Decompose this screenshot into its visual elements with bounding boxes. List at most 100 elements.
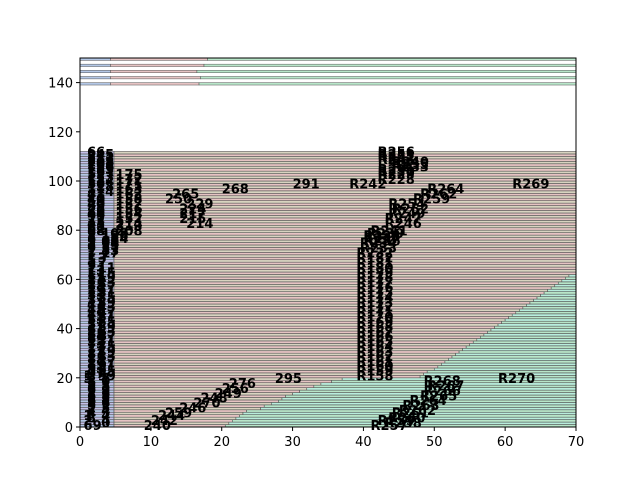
- bar-label: 3: [87, 387, 96, 402]
- bar-label: 108: [101, 227, 128, 242]
- bar-segment: [437, 365, 577, 369]
- bar-segment: [113, 301, 531, 305]
- bar-segment: [469, 343, 577, 347]
- bar-label: 1: [87, 286, 96, 301]
- bar-label: 1: [87, 335, 96, 350]
- bar-label: 212: [87, 151, 114, 166]
- bar-segment: [113, 303, 527, 307]
- bar-segment: [113, 387, 308, 391]
- bar-segment: [536, 296, 577, 300]
- bar-segment: [113, 161, 577, 165]
- bar-label: 0: [101, 416, 110, 431]
- bar-label: 39: [98, 296, 116, 311]
- bar-label: 7: [101, 372, 110, 387]
- bar-segment: [504, 318, 577, 322]
- bar-label: 6: [101, 387, 110, 402]
- bar-label: 39: [87, 200, 105, 215]
- bar-segment: [561, 279, 577, 283]
- bar-label: 1: [87, 315, 96, 330]
- bar-label: 8: [87, 379, 96, 394]
- bar-label: 6: [87, 232, 96, 247]
- bar-segment: [113, 357, 449, 361]
- bar-label: 8: [101, 389, 110, 404]
- x-tick-label: 10: [143, 435, 160, 450]
- bar-label: 2: [87, 402, 96, 417]
- bar-segment: [451, 355, 577, 359]
- bar-label: 86: [87, 205, 105, 220]
- bar-segment: [113, 271, 577, 275]
- bar-segment: [113, 163, 577, 167]
- bar-segment: [113, 173, 577, 177]
- bar-label: R161: [356, 355, 393, 370]
- bar-label: 203: [87, 158, 114, 173]
- bar-label: 4: [101, 414, 110, 429]
- x-tick-label: 70: [568, 435, 585, 450]
- bar-segment: [113, 281, 559, 285]
- bar-label: 47: [98, 306, 116, 321]
- bar-segment: [113, 244, 577, 248]
- bar-label: R160: [356, 360, 393, 375]
- bar-label: 1: [87, 350, 96, 365]
- bar-label: 1: [101, 377, 110, 392]
- bar-segment: [110, 70, 198, 73]
- bar-label: 163: [115, 183, 142, 198]
- bar-label: 118: [87, 180, 114, 195]
- bar-label: 175: [115, 168, 142, 183]
- bar-label: 67: [98, 330, 116, 345]
- bar-segment: [554, 284, 577, 288]
- bar-label: 25: [87, 279, 105, 294]
- bar-label: 7: [101, 399, 110, 414]
- bar-label: 25: [87, 220, 105, 235]
- bar-segment: [110, 76, 201, 80]
- bar-segment: [441, 362, 577, 366]
- bar-label: 23: [98, 276, 116, 291]
- bar-label: 154: [115, 207, 142, 222]
- bar-segment: [203, 63, 577, 67]
- bar-label: R178: [356, 271, 393, 286]
- bar-label: 6: [87, 394, 96, 409]
- bar-label: R242: [349, 178, 386, 193]
- bar-segment: [508, 315, 577, 320]
- bar-segment: [113, 338, 478, 342]
- bar-label: R230: [378, 165, 415, 180]
- bar-label: 242: [151, 414, 178, 429]
- bar-label: 4: [101, 409, 110, 424]
- bar-segment: [113, 288, 548, 292]
- bar-segment: [198, 82, 577, 86]
- bar-label: 19: [98, 271, 116, 286]
- bar-segment: [113, 229, 577, 233]
- bar-label: 265: [172, 188, 199, 203]
- bar-label: 1: [87, 244, 96, 259]
- bar-label: R247: [385, 212, 422, 227]
- bar-label: 1: [87, 355, 96, 370]
- bar-label: 291: [293, 178, 320, 193]
- bar-label: R262: [399, 404, 436, 419]
- bar-label: R262: [420, 188, 457, 203]
- bar-segment: [113, 242, 577, 246]
- bar-label: 99: [98, 370, 116, 385]
- bar-segment: [113, 335, 481, 339]
- bar-segment: [113, 261, 577, 265]
- bar-label: 295: [275, 372, 302, 387]
- bar-label: 114: [87, 185, 114, 200]
- bar-label: R259: [413, 192, 450, 207]
- bar-segment: [490, 328, 577, 332]
- bar-label: R175: [356, 286, 393, 301]
- bar-label: 87: [98, 355, 116, 370]
- bar-label: 6: [87, 389, 96, 404]
- bar-segment: [113, 306, 524, 310]
- bar-label: 1: [87, 276, 96, 291]
- bar-label: 2: [101, 394, 110, 409]
- x-tick-label: 60: [497, 435, 514, 450]
- bar-segment: [515, 311, 577, 315]
- bar-label: 7: [87, 239, 96, 254]
- bar-label: R163: [356, 345, 393, 360]
- bar-segment: [526, 303, 577, 307]
- bar-label: 186: [101, 229, 128, 244]
- bar-segment: [113, 170, 577, 174]
- bar-label: R259: [378, 414, 415, 429]
- bar-label: 1: [87, 256, 96, 271]
- bar-label: 63: [98, 325, 116, 340]
- bar-label: R254: [388, 197, 425, 212]
